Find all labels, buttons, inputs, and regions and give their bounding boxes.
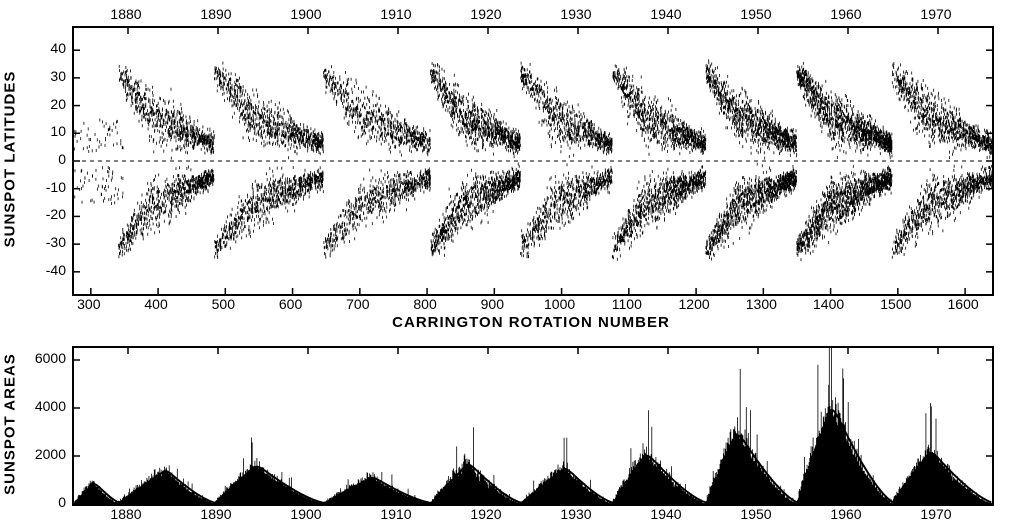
top-year-tick-label: 1900 xyxy=(290,6,321,22)
top-year-tick-label: 1950 xyxy=(740,6,771,22)
top-year-tick-label: 1930 xyxy=(560,6,591,22)
butterfly-diagram-panel xyxy=(72,26,994,296)
bottom-year-tick-label: 1930 xyxy=(560,506,591,522)
carrington-tick-label: 1100 xyxy=(612,296,642,312)
carrington-axis-label: CARRINGTON ROTATION NUMBER xyxy=(381,314,681,331)
carrington-tick-label: 1200 xyxy=(679,296,710,312)
bottom-y-tick-label: 2000 xyxy=(26,446,66,462)
bottom-year-tick-label: 1900 xyxy=(290,506,321,522)
butterfly-diagram-svg xyxy=(74,28,992,294)
top-y-tick-label: -20 xyxy=(26,206,66,222)
top-y-tick-label: 10 xyxy=(26,123,66,139)
top-y-tick-label: -10 xyxy=(26,179,66,195)
carrington-tick-label: 600 xyxy=(279,296,302,312)
carrington-tick-label: 900 xyxy=(481,296,504,312)
carrington-tick-label: 1300 xyxy=(746,296,777,312)
bottom-year-tick-label: 1950 xyxy=(740,506,771,522)
bottom-year-tick-label: 1910 xyxy=(380,506,411,522)
bottom-year-tick-label: 1890 xyxy=(200,506,231,522)
bottom-year-tick-label: 1960 xyxy=(830,506,861,522)
top-y-tick-label: 30 xyxy=(26,68,66,84)
bottom-year-tick-label: 1940 xyxy=(650,506,681,522)
bottom-y-axis-label: SUNSPOT AREAS xyxy=(2,353,19,495)
top-y-tick-label: -40 xyxy=(26,262,66,278)
top-year-tick-label: 1940 xyxy=(650,6,681,22)
top-year-tick-label: 1960 xyxy=(830,6,861,22)
top-y-axis-label: SUNSPOT LATITUDES xyxy=(2,69,19,249)
carrington-tick-label: 1000 xyxy=(544,296,575,312)
carrington-tick-label: 400 xyxy=(144,296,167,312)
bottom-y-tick-label: 0 xyxy=(26,494,66,510)
top-y-tick-label: -30 xyxy=(26,234,66,250)
top-year-tick-label: 1910 xyxy=(380,6,411,22)
top-year-tick-label: 1880 xyxy=(110,6,141,22)
carrington-tick-label: 800 xyxy=(413,296,436,312)
carrington-tick-label: 1600 xyxy=(948,296,979,312)
carrington-tick-label: 1400 xyxy=(813,296,844,312)
figure: SUNSPOT LATITUDES SUNSPOT AREAS CARRINGT… xyxy=(0,0,1023,522)
carrington-tick-label: 500 xyxy=(212,296,235,312)
top-y-tick-label: 20 xyxy=(26,96,66,112)
top-year-tick-label: 1890 xyxy=(200,6,231,22)
top-year-tick-label: 1970 xyxy=(920,6,951,22)
sunspot-area-panel xyxy=(72,346,994,506)
top-year-tick-label: 1920 xyxy=(470,6,501,22)
bottom-year-tick-label: 1880 xyxy=(110,506,141,522)
sunspot-area-svg xyxy=(74,348,992,504)
carrington-tick-label: 700 xyxy=(346,296,369,312)
top-y-tick-label: 0 xyxy=(26,151,66,167)
bottom-year-tick-label: 1920 xyxy=(470,506,501,522)
bottom-y-tick-label: 4000 xyxy=(26,398,66,414)
carrington-tick-label: 300 xyxy=(77,296,100,312)
top-y-tick-label: 40 xyxy=(26,40,66,56)
carrington-tick-label: 1500 xyxy=(880,296,911,312)
bottom-y-tick-label: 6000 xyxy=(26,350,66,366)
bottom-year-tick-label: 1970 xyxy=(920,506,951,522)
